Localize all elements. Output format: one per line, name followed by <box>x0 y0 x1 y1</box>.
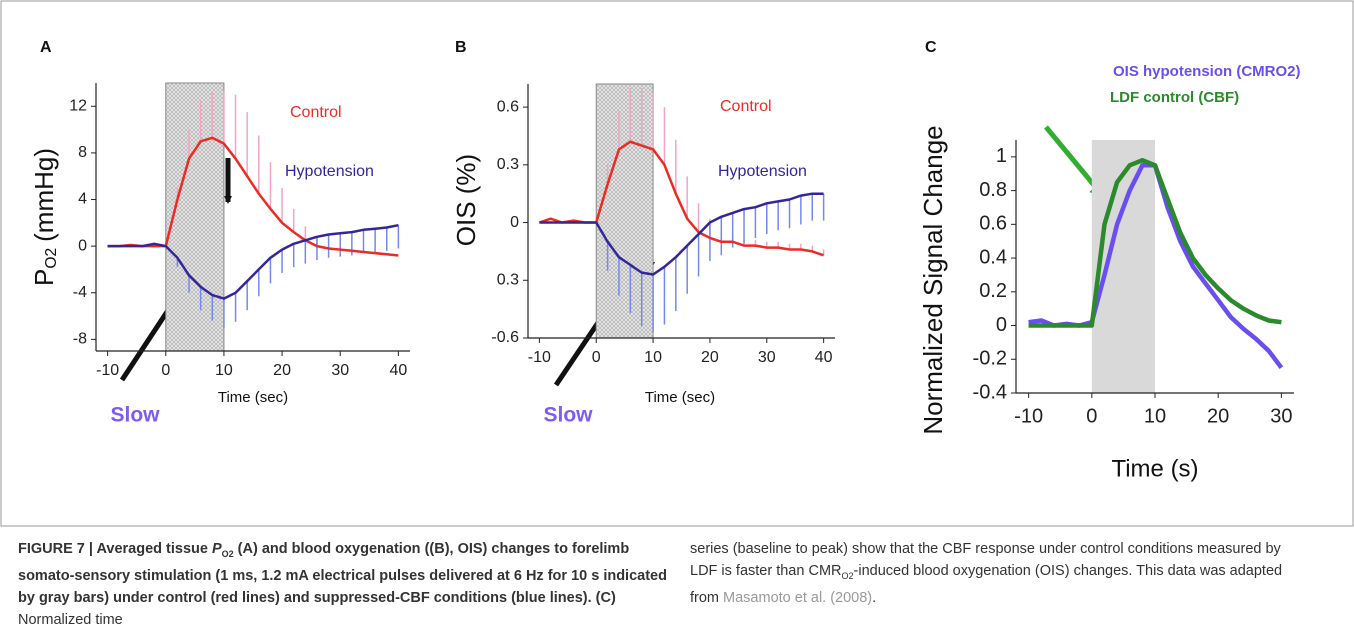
y-tick-label: -0.6 <box>491 329 519 346</box>
y-axis-label-text: P <box>29 269 59 286</box>
x-tick-label: -10 <box>528 349 551 366</box>
stimulus-shade <box>165 82 225 352</box>
legend-label: Control <box>290 104 342 121</box>
annotation: Slow <box>110 404 160 427</box>
x-tick-label: 40 <box>389 362 407 379</box>
reference-link[interactable]: Masamoto et al. (2008) <box>723 589 873 606</box>
caption-text: CMR <box>808 563 842 579</box>
y-axis-label-sub: O2 <box>43 248 60 269</box>
caption-column: FIGURE 7 | Averaged tissue PO2 (A) and b… <box>18 538 668 631</box>
x-tick-label: 0 <box>592 349 601 366</box>
x-tick-label: 20 <box>1207 405 1229 427</box>
caption-text: O2 <box>841 570 854 581</box>
series-line <box>107 223 399 300</box>
y-tick-label: 0 <box>78 237 87 254</box>
series-line <box>539 192 824 276</box>
legend-label: Hypotension <box>718 163 807 180</box>
caption-text: (A) and blood oxygenation ((B), OIS) cha… <box>18 541 667 606</box>
caption-column: series (baseline to peak) show that the … <box>690 538 1290 609</box>
legend-label: Control <box>720 98 772 115</box>
x-tick-label: 10 <box>215 362 233 379</box>
caption-text: P <box>211 541 222 557</box>
figure-frame <box>0 0 1354 527</box>
y-tick-label: 0.4 <box>979 246 1007 268</box>
y-axis-label-text: Normalized Signal Change <box>918 125 948 434</box>
series-line <box>107 136 399 257</box>
y-tick-label: 8 <box>78 144 87 161</box>
x-tick-label: 20 <box>701 349 719 366</box>
y-tick-label: 0.2 <box>979 280 1007 302</box>
x-tick-label: 30 <box>331 362 349 379</box>
y-tick-label: 0.3 <box>497 271 519 288</box>
y-tick-label: 4 <box>78 191 87 208</box>
y-axis-label-text: OIS (%) <box>451 154 481 246</box>
annotation: Slow <box>543 404 593 427</box>
y-tick-label: -0.4 <box>973 381 1007 403</box>
y-tick-label: -0.2 <box>973 348 1007 370</box>
y-tick-label: -8 <box>73 331 87 348</box>
x-tick-label: -10 <box>1014 405 1043 427</box>
y-tick-label: 0.6 <box>497 98 519 115</box>
y-tick-label: 0 <box>996 314 1007 336</box>
x-axis-label: Time (s) <box>1111 455 1198 482</box>
y-axis-label: OIS (%) <box>451 154 481 246</box>
caption-text: -induced blood oxygenation (OIS) changes… <box>690 563 1283 606</box>
caption-text: O2 <box>221 548 234 559</box>
x-axis-label: Time (sec) <box>218 389 288 406</box>
stimulus-shade <box>1091 140 1155 393</box>
legend-label: LDF control (CBF) <box>1110 89 1239 106</box>
y-tick-label: 0.8 <box>979 179 1007 201</box>
panel-label: A <box>40 39 52 56</box>
x-tick-label: 20 <box>273 362 291 379</box>
x-tick-label: 30 <box>758 349 776 366</box>
y-axis-label: Normalized Signal Change <box>918 125 948 434</box>
y-axis-label-unit: (mmHg) <box>29 148 59 242</box>
legend-label: Hypotension <box>285 163 374 180</box>
x-tick-label: 10 <box>1144 405 1166 427</box>
panel-label: B <box>455 39 467 56</box>
panel-label: C <box>925 39 937 56</box>
caption-text: . <box>872 589 877 606</box>
caption-text: Normalized time <box>18 611 123 628</box>
x-tick-label: 0 <box>1086 405 1097 427</box>
legend-label: OIS hypotension (CMRO2) <box>1113 63 1301 80</box>
y-tick-label: 0 <box>510 214 519 231</box>
x-tick-label: 40 <box>815 349 833 366</box>
caption-text: FIGURE 7 | Averaged tissue <box>18 541 212 557</box>
x-tick-label: -10 <box>96 362 119 379</box>
series-line <box>1028 157 1282 328</box>
stimulus-shade <box>595 83 654 339</box>
caption-text: series (baseline to peak) show that the … <box>690 541 1281 579</box>
x-axis-label: Time (sec) <box>645 389 715 406</box>
x-tick-label: 10 <box>644 349 662 366</box>
y-tick-label: 12 <box>69 98 87 115</box>
series-line <box>539 140 825 257</box>
y-axis-label: PO2 (mmHg) <box>29 148 60 286</box>
x-tick-label: 0 <box>161 362 170 379</box>
y-tick-label: -4 <box>73 284 87 301</box>
y-tick-label: 1 <box>996 145 1007 167</box>
y-tick-label: 0.6 <box>979 213 1007 235</box>
y-tick-label: 0.3 <box>497 156 519 173</box>
x-tick-label: 30 <box>1270 405 1292 427</box>
